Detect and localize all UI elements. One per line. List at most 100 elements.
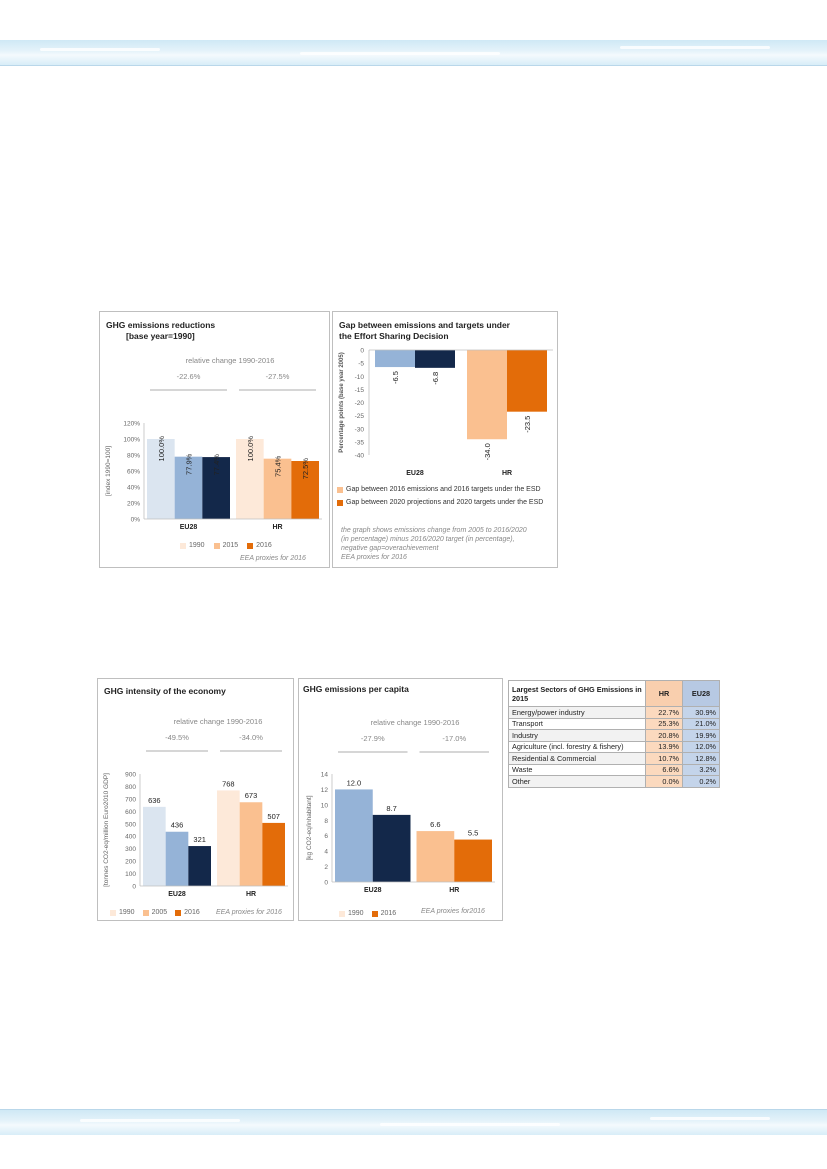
y-tick-label: -10	[355, 374, 365, 381]
category-label-eu28: EU28	[406, 470, 424, 477]
y-axis-label: [kg CO2-eq/inhabitant]	[306, 795, 313, 860]
legend: 1990 2005 2016	[110, 909, 200, 916]
data-label: 6.6	[430, 820, 440, 829]
chart-title: GHG emissions reductions	[106, 320, 216, 330]
sector-name: Other	[508, 775, 646, 788]
hr-value: 13.9%	[645, 740, 683, 753]
legend-swatch-2016	[175, 909, 182, 916]
relative-change-value: -27.5%	[266, 372, 290, 381]
legend-label-2016: 2016	[256, 542, 272, 549]
table-row: Industry 20.8% 19.9%	[508, 729, 720, 742]
y-tick-label: 0%	[131, 517, 141, 524]
chart-note-2: (in percentage) minus 2016/2020 target (…	[341, 536, 515, 543]
y-tick-label: 2	[324, 864, 328, 871]
bar-hr-2016	[454, 839, 492, 882]
legend-swatch-1990	[339, 910, 345, 917]
category-label-eu28: EU28	[168, 891, 186, 898]
legend-swatch-2020-gap	[337, 499, 343, 506]
y-tick-label: 300	[125, 846, 136, 853]
data-label: -6.8	[431, 372, 440, 385]
y-tick-label: -40	[355, 453, 365, 460]
category-label-hr: HR	[272, 524, 282, 531]
data-label: 5.5	[468, 829, 478, 838]
y-tick-label: 100%	[123, 437, 140, 444]
y-tick-label: 12	[321, 787, 329, 794]
relative-change-value: -49.5%	[165, 733, 189, 742]
footer-band	[0, 1109, 827, 1135]
table-row: Other 0.0% 0.2%	[508, 775, 720, 788]
bar-hr-series-1	[467, 350, 507, 440]
data-label: 8.7	[386, 804, 396, 813]
chart-note-4: EEA proxies for 2016	[341, 554, 407, 561]
bar-eu28-2005	[165, 831, 189, 886]
data-label: 100.0%	[157, 436, 166, 462]
column-header-hr: HR	[645, 680, 683, 707]
legend-swatch-1990	[180, 542, 186, 549]
chart-ghg-per-capita: relative change 1990-2016 -27.9% 12.0 8.7 EU…	[306, 718, 495, 894]
source-note: EEA proxies for2016	[421, 908, 485, 915]
bar-hr-1990	[236, 439, 264, 519]
relative-change-value: -27.9%	[361, 734, 385, 743]
y-tick-label: -25	[355, 413, 365, 420]
panel-ghg-intensity: GHG intensity of the economy relative ch…	[97, 678, 294, 921]
y-tick-label: 0	[360, 348, 364, 355]
source-note: EEA proxies for 2016	[216, 909, 282, 916]
legend-swatch-2005	[142, 909, 149, 916]
y-axis-label: Percentage points (base year 2005)	[339, 352, 345, 452]
hr-value: 25.3%	[645, 717, 683, 730]
y-axis-label: [tonnes CO2-eq/million Euro2010 GDP]	[103, 773, 110, 887]
y-tick-label: -15	[355, 387, 365, 394]
legend: 1990 2015 2016	[180, 542, 272, 549]
y-tick-label: -5	[358, 361, 364, 368]
legend-item-2020: Gap between 2020 projections and 2020 ta…	[337, 499, 543, 506]
chart-esd-gap: -6.5 -6.8 EU28 -34.0 -23.5 HR 0 -5 -10 -15 -20 -25 -…	[339, 348, 553, 477]
y-tick-label: 8	[324, 818, 328, 825]
eu28-value: 12.8%	[682, 752, 720, 765]
chart-note-1: the graph shows emissions change from 20…	[341, 527, 527, 534]
category-label-eu28: EU28	[180, 524, 198, 531]
hr-value: 22.7%	[645, 706, 683, 719]
bar-eu28-2016	[202, 457, 230, 519]
chart-title: GHG intensity of the economy	[104, 686, 226, 696]
data-label: 507	[267, 812, 280, 821]
y-tick-label: 4	[324, 849, 328, 856]
hr-value: 0.0%	[645, 775, 683, 788]
data-label: 768	[222, 779, 235, 788]
table-title: Largest Sectors of GHG Emissions in 2015	[508, 680, 646, 707]
y-tick-label: 100	[125, 871, 136, 878]
chart-title: GHG emissions per capita	[303, 684, 409, 694]
sector-name: Agriculture (incl. forestry & fishery)	[508, 740, 646, 753]
y-tick-label: 10	[321, 802, 329, 809]
category-label-eu28: EU28	[364, 887, 382, 894]
y-tick-label: -20	[355, 400, 365, 407]
y-tick-label: 0	[324, 880, 328, 887]
legend-swatch-2015	[213, 542, 220, 549]
data-label: 673	[245, 791, 258, 800]
bar-eu28-2016	[372, 814, 411, 882]
y-tick-label: 14	[321, 772, 329, 779]
eu28-value: 3.2%	[682, 763, 720, 776]
chart-ghg-reductions: relative change 1990-2016 -22.6% 100.0% 77.…	[105, 356, 322, 531]
bar-hr-1990	[416, 831, 455, 882]
data-label: 321	[193, 835, 206, 844]
y-tick-label: 800	[125, 784, 136, 791]
data-label: 77.9%	[185, 453, 194, 475]
data-label: -6.5	[391, 371, 400, 384]
y-tick-label: 0	[132, 884, 136, 891]
column-header-eu28: EU28	[682, 680, 720, 707]
table-row: Agriculture (incl. forestry & fishery) 13…	[508, 740, 720, 753]
legend-swatch-2016	[371, 910, 378, 917]
chart-subtitle: the Effort Sharing Decision	[339, 331, 449, 341]
sector-name: Residential & Commercial	[508, 752, 646, 765]
y-tick-label: 700	[125, 796, 136, 803]
table-header-row: Largest Sectors of GHG Emissions in 2015…	[508, 680, 720, 707]
chart-ghg-intensity: relative change 1990-2016 -49.5% 636 436 321…	[103, 717, 288, 898]
legend: 1990 2016	[339, 910, 396, 917]
bar-eu28-1990	[147, 439, 175, 519]
eu28-value: 19.9%	[682, 729, 720, 742]
legend-label-1990: 1990	[119, 909, 135, 916]
bar-hr-2016	[262, 822, 285, 886]
bar-eu28-series-1	[375, 350, 415, 368]
panel-ghg-per-capita: GHG emissions per capita relative change…	[298, 678, 503, 921]
y-tick-label: -30	[355, 426, 365, 433]
